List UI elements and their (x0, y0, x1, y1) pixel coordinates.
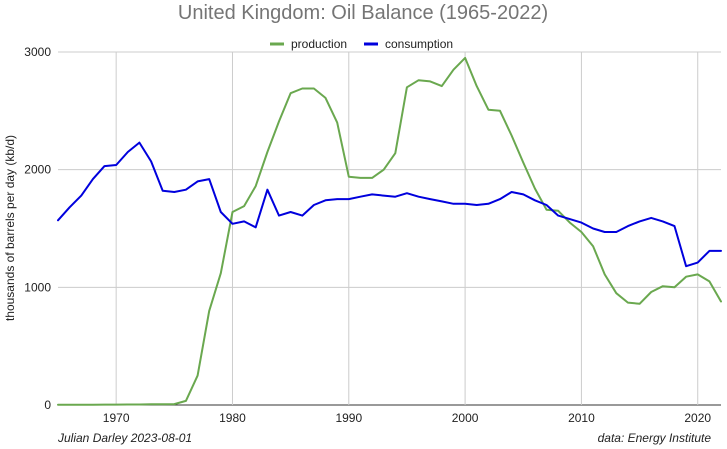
y-tick-label: 1000 (24, 280, 51, 294)
x-tick-label: 2000 (452, 411, 479, 425)
y-tick-label: 0 (44, 398, 51, 412)
legend-label-production: production (291, 37, 347, 51)
y-axis-ticks: 0 1000 2000 3000 (24, 45, 51, 412)
series-line-production (57, 56, 722, 406)
series-line-consumption (57, 141, 722, 268)
x-tick-label: 1980 (219, 411, 246, 425)
footer-author: Julian Darley 2023-08-01 (57, 431, 192, 445)
x-axis-ticks: 1970 1980 1990 2000 2010 2020 (103, 411, 712, 425)
footer-source: data: Energy Institute (598, 431, 712, 445)
x-tick-label: 2010 (568, 411, 595, 425)
x-tick-label: 2020 (684, 411, 711, 425)
x-tick-label: 1990 (335, 411, 362, 425)
y-tick-label: 2000 (24, 163, 51, 177)
series-lines (57, 56, 722, 406)
legend: production consumption (270, 37, 453, 51)
x-tick-label: 1970 (103, 411, 130, 425)
y-tick-label: 3000 (24, 45, 51, 59)
chart-title: United Kingdom: Oil Balance (1965-2022) (178, 2, 548, 24)
y-axis-label: thousands of barrels per day (kb/d) (3, 135, 17, 321)
legend-label-consumption: consumption (385, 37, 453, 51)
